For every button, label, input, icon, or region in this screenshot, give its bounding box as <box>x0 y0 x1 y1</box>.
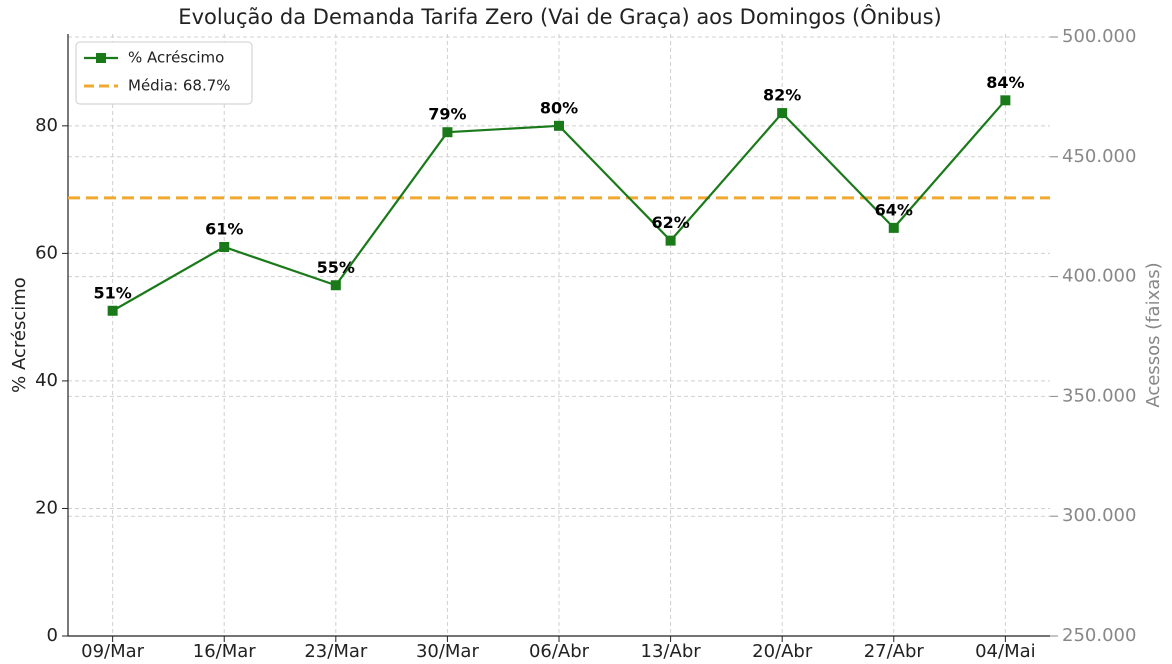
y2-tick-label: 450.000 <box>1062 146 1136 167</box>
data-label: 84% <box>986 73 1024 92</box>
data-label: 64% <box>875 200 913 219</box>
y-tick-label: 20 <box>35 497 58 518</box>
point <box>554 120 564 131</box>
y-tick-label: 40 <box>35 370 58 391</box>
y2-tick-label: 250.000 <box>1062 625 1136 646</box>
y-tick-label: 80 <box>35 115 58 136</box>
data-label: 62% <box>651 213 689 232</box>
y2-tick-label: 350.000 <box>1062 385 1136 406</box>
x-tick-label: 27/Abr <box>864 641 925 662</box>
legend-label: % Acréscimo <box>128 49 224 67</box>
x-tick-label: 23/Mar <box>304 641 368 662</box>
x-tick-label: 16/Mar <box>193 641 257 662</box>
x-tick-label: 04/Mai <box>975 641 1036 662</box>
point <box>888 222 899 233</box>
data-label: 55% <box>317 258 355 277</box>
point <box>1000 95 1011 106</box>
point <box>330 280 341 291</box>
y-tick-label: 0 <box>47 625 58 646</box>
x-tick-label: 09/Mar <box>81 641 145 662</box>
x-tick-label: 13/Abr <box>641 641 702 662</box>
data-label: 82% <box>763 86 801 105</box>
legend-frame <box>75 41 253 105</box>
y2-tick-label: 300.000 <box>1062 505 1136 526</box>
data-label: 79% <box>428 105 466 124</box>
point <box>107 305 118 316</box>
data-label: 80% <box>540 98 578 117</box>
x-tick-label: 06/Abr <box>529 641 590 662</box>
y-tick-label: 60 <box>35 242 58 263</box>
point <box>777 108 788 119</box>
data-label: 61% <box>205 219 243 238</box>
legend-label: Média: 68.7% <box>128 77 231 95</box>
x-tick-label: 30/Mar <box>416 641 480 662</box>
y-axis-label: % Acréscimo <box>9 277 30 393</box>
data-label: 51% <box>93 283 131 302</box>
x-tick-label: 20/Abr <box>752 641 813 662</box>
legend-swatch <box>96 53 106 63</box>
y2-tick-label: 400.000 <box>1062 266 1136 287</box>
point <box>665 235 676 246</box>
legend: % Acréscimo Média: 68.7% <box>75 41 253 105</box>
point <box>442 127 453 138</box>
point <box>219 241 230 252</box>
y2-axis-label: Acessos (faixas) <box>1143 262 1164 407</box>
chart-title: Evolução da Demanda Tarifa Zero (Vai de … <box>178 4 941 29</box>
y2-tick-label: 500.000 <box>1062 26 1136 47</box>
